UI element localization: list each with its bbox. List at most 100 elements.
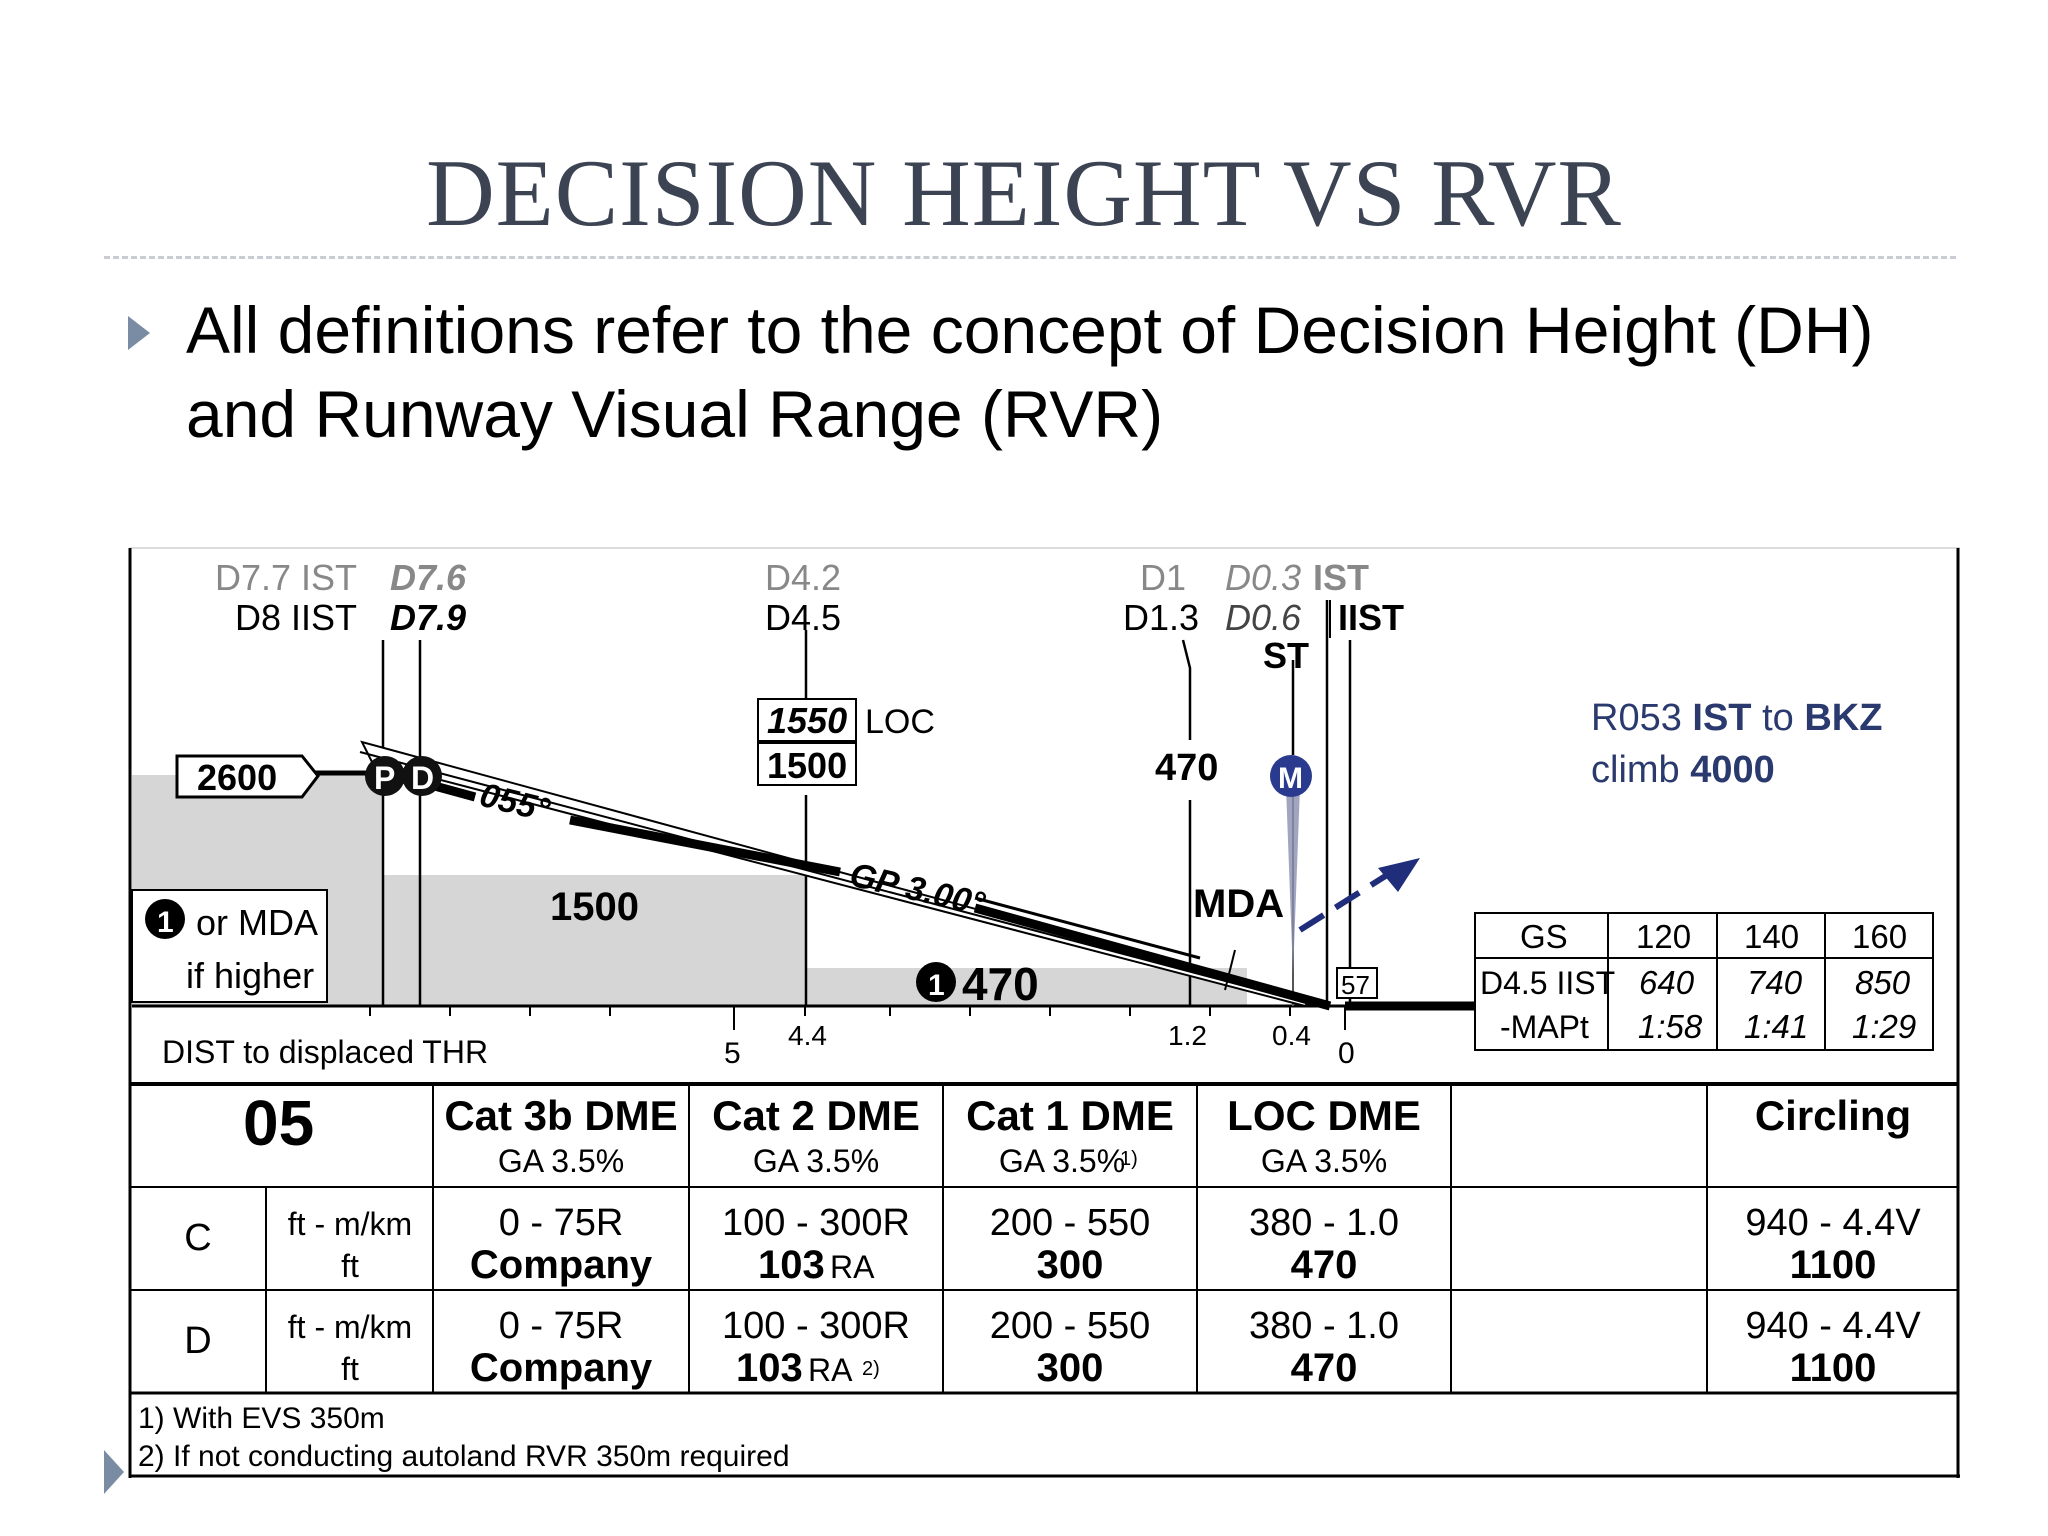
mda-label: MDA: [1193, 882, 1284, 926]
runway-designator: 05: [243, 1087, 314, 1159]
footnote-1: 1) With EVS 350m: [138, 1402, 385, 1435]
note-box-1-icon: [145, 899, 185, 939]
fix-lines: [381, 600, 1352, 1006]
gs-time-160: 1:29: [1852, 1008, 1916, 1045]
approach-path-thick: [569, 815, 841, 877]
distance-ticks: [369, 1006, 1346, 1030]
row-c-circling-top: 940 - 4.4V: [1745, 1202, 1921, 1244]
col-header-cat1: Cat 1 DME: [966, 1092, 1174, 1139]
slide-title: DECISION HEIGHT VS RVR: [426, 140, 1622, 246]
gs-altitude-box: [757, 742, 857, 786]
mapt-cone: [1285, 760, 1301, 975]
row-c-cat2-bottom: 103: [758, 1243, 825, 1287]
gs-header: GS: [1520, 918, 1568, 955]
fix-label-d06: D0.6: [1225, 597, 1302, 638]
fix-label-d8: D8 IIST: [235, 597, 357, 638]
row-cat-c: C: [184, 1217, 211, 1259]
missed-approach-line1: R053 IST to BKZ: [1591, 697, 1882, 739]
minima-row-d: D ft - m/km ft 0 - 75R Company 100 - 300…: [184, 1305, 1921, 1390]
title-divider: [104, 256, 1956, 259]
distance-tick-1.2: 1.2: [1168, 1020, 1207, 1051]
fix-label-d42: D4.2: [765, 557, 841, 598]
fix-label-d76: D7.6: [390, 557, 467, 598]
col-sub-cat2: GA 3.5%: [753, 1143, 879, 1179]
col-header-cat2: Cat 2 DME: [712, 1092, 920, 1139]
col-header-loc: LOC DME: [1227, 1092, 1421, 1139]
distance-tick-0.4: 0.4: [1272, 1020, 1311, 1051]
row-c-cat3b-bottom: Company: [470, 1243, 653, 1287]
fix-label-d1: D1: [1140, 557, 1186, 598]
distance-tick-4.4: 4.4: [788, 1020, 827, 1051]
fix-label-d03: D0.3: [1225, 557, 1301, 598]
fix-label-d77: D7.7 IST: [215, 557, 357, 598]
missed-approach-arrow-icon: [1378, 858, 1420, 892]
row-d-loc-top: 380 - 1.0: [1249, 1305, 1399, 1347]
loc-altitude-box: [757, 698, 857, 742]
row-c-circling-bottom: 1100: [1790, 1243, 1877, 1287]
tdze-box: [1336, 967, 1378, 999]
mapt-marker-label: M: [1278, 762, 1303, 795]
row-d-unit2: ft: [341, 1351, 359, 1387]
segment-altitude: 1500: [550, 885, 639, 929]
missed-approach-path: [1298, 867, 1397, 933]
row-cat-d: D: [184, 1320, 211, 1362]
row-c-cat2-top: 100 - 300R: [722, 1202, 910, 1244]
gs-header-120: 120: [1636, 918, 1691, 955]
terrain-shading: [132, 775, 1247, 1005]
footnote-2: 2) If not conducting autoland RVR 350m r…: [138, 1440, 790, 1473]
row-c-cat1-bottom: 300: [1037, 1243, 1104, 1287]
gs-altitude: 1500: [767, 745, 847, 786]
row-d-cat3b-top: 0 - 75R: [499, 1305, 624, 1347]
note-1-number: 1: [928, 969, 945, 1002]
note-1-icon: [916, 962, 956, 1002]
loc-label: LOC: [865, 703, 935, 741]
note-box-line1: or MDA: [196, 902, 318, 943]
mapt-marker-icon: [1270, 755, 1312, 797]
distance-label: DIST to displaced THR: [162, 1034, 488, 1070]
minimum-altitude: 470: [962, 958, 1039, 1010]
col-header-cat3b: Cat 3b DME: [444, 1092, 677, 1139]
row-c-cat3b-top: 0 - 75R: [499, 1202, 624, 1244]
glidepath-line: [973, 903, 1332, 1011]
tdze-value: 57: [1341, 970, 1370, 1000]
col-sub-cat1: GA 3.5%: [999, 1143, 1125, 1179]
row-d-cat1-top: 200 - 550: [990, 1305, 1151, 1347]
stepdown-altitude: 470: [1155, 747, 1218, 789]
row-c-cat2-suffix: RA: [830, 1249, 875, 1285]
bullet-text: All definitions refer to the concept of …: [186, 293, 1874, 451]
fix-label-iist: IIST: [1338, 597, 1404, 638]
row-d-cat2-suffix: RA: [808, 1352, 853, 1388]
minima-table: [130, 1082, 1958, 1395]
row-d-cat2-sup: 2): [862, 1358, 880, 1380]
gs-time-120: 1:58: [1638, 1008, 1703, 1045]
col-header-circling: Circling: [1755, 1092, 1911, 1139]
distance-tick-0: 0: [1338, 1037, 1355, 1070]
gs-time-140: 1:41: [1744, 1008, 1808, 1045]
missed-approach-line2: climb 4000: [1591, 749, 1775, 791]
p-fix-label: P: [374, 760, 395, 796]
gs-dist-140: 740: [1747, 964, 1803, 1001]
groundspeed-table: GS 120 140 160 D4.5 IIST -MAPt 640 740 8…: [1474, 912, 1934, 1051]
note-box-1-number: 1: [157, 906, 174, 939]
row-d-loc-bottom: 470: [1291, 1346, 1358, 1390]
row-d-cat2-bottom: 103: [736, 1346, 803, 1390]
bullet-arrow-icon: [128, 316, 150, 350]
fix-label-ist: IST: [1313, 557, 1369, 598]
row-d-cat3b-bottom: Company: [470, 1346, 653, 1390]
altitude-box-start: [175, 754, 320, 799]
minima-row-c: C ft - m/km ft 0 - 75R Company 100 - 300…: [184, 1202, 1921, 1287]
gs-dist-120: 640: [1639, 964, 1695, 1001]
col-sup-cat1: 1): [1120, 1148, 1138, 1170]
row-c-unit2: ft: [341, 1248, 359, 1284]
note-box-line2: if higher: [186, 955, 314, 996]
slide-corner-marker-icon: [104, 1450, 124, 1494]
row-d-unit1: ft - m/km: [288, 1309, 412, 1345]
d-fix-icon: [402, 756, 442, 796]
altitude-start: 2600: [197, 757, 277, 798]
row-d-circling-top: 940 - 4.4V: [1745, 1305, 1921, 1347]
gs-dist-160: 850: [1855, 964, 1911, 1001]
row-c-loc-top: 380 - 1.0: [1249, 1202, 1399, 1244]
gs-header-140: 140: [1744, 918, 1799, 955]
row-c-unit1: ft - m/km: [288, 1206, 412, 1242]
